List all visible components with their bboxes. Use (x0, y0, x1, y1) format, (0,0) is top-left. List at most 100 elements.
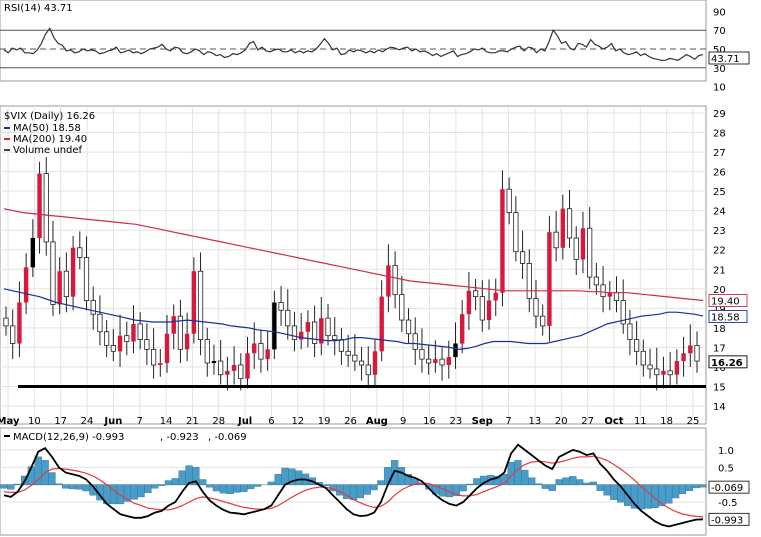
candle-body (124, 335, 130, 342)
price-x-tick-label: 26 (344, 416, 357, 427)
macd-panel: 1.00.50.0-0.5 MACD(12,26,9) -0.993, -0.9… (0, 427, 750, 536)
price-x-tick-label: 27 (581, 416, 594, 427)
macd-histogram-bar (541, 484, 550, 489)
candle-body (164, 333, 170, 364)
candle-body (265, 349, 270, 360)
price-x-tick-label: 28 (212, 416, 225, 427)
macd-histogram-bar (555, 479, 563, 485)
macd-histogram-bar (144, 484, 152, 493)
rsi-title: RSI(14) 43.71 (4, 3, 73, 14)
candle-body (184, 333, 190, 350)
price-x-tick-label: Jul (237, 416, 252, 427)
candle-body (177, 315, 184, 350)
candle-body (681, 353, 686, 362)
candle-body (144, 339, 150, 350)
macd-y-tick-label: 0.5 (718, 463, 734, 474)
candle-body (540, 315, 546, 327)
macd-histogram-bar (164, 480, 173, 485)
candle-body (688, 345, 693, 354)
macd-histogram-bar (678, 484, 687, 494)
price-y-axis: 29 28 27 26 25 24 23 22 21 20 19 18 17 16 15 14 (713, 109, 726, 413)
candle-body (3, 317, 9, 327)
candle-body (399, 294, 405, 321)
candle-body (526, 263, 532, 299)
candle-body (661, 370, 666, 375)
candle-body (547, 232, 552, 326)
candle-body (358, 360, 365, 366)
macd-histogram-bar (82, 484, 90, 492)
candle-body (365, 364, 371, 376)
price-y-tick-label: 26 (713, 168, 726, 179)
price-legend-label: MA(50) 18.58 (13, 123, 81, 134)
macd-histogram-bar (7, 484, 15, 490)
macd-histogram-bar (62, 484, 70, 489)
macd-frame (0, 427, 707, 536)
candle-body (325, 317, 331, 337)
macd-histogram-bar (137, 484, 145, 498)
rsi-last-value-label: 43.71 (711, 54, 740, 65)
candle-body (225, 370, 230, 375)
candle-body (473, 290, 479, 298)
price-x-tick-label: 14 (160, 416, 173, 427)
macd-histogram-bar (253, 484, 262, 487)
candle-body (506, 188, 512, 214)
candle-body (37, 173, 42, 239)
price-value-box (708, 310, 748, 323)
macd-histogram-bar (473, 478, 481, 485)
candle-body (587, 227, 593, 278)
macd-histogram-bar (692, 484, 700, 489)
price-frame (0, 105, 707, 425)
macd-histogram-bar (459, 484, 467, 492)
candle-body (372, 351, 378, 375)
macd-histogram-bar (34, 456, 42, 485)
price-x-tick-label: 10 (28, 416, 41, 427)
macd-histogram-bar (582, 482, 591, 485)
candle-body (600, 284, 606, 298)
candle-body (627, 323, 633, 340)
candle-body (23, 267, 29, 303)
macd-histogram-bar (178, 470, 186, 485)
price-legend-label: Volume undef (13, 145, 83, 156)
price-value-label: 18.58 (711, 313, 740, 324)
candle-body (77, 247, 83, 258)
macd-y-tick-label: -0.5 (718, 498, 738, 509)
candle-body (245, 353, 250, 379)
price-y-tick-label: 19 (713, 304, 726, 315)
candle-body (150, 348, 157, 366)
macd-y-tick-label: 1.0 (718, 446, 734, 457)
rsi-y-tick-label: 50 (713, 45, 726, 56)
macd-histogram-bar (247, 484, 255, 490)
price-x-tick-label: 12 (291, 416, 304, 427)
candle-body (63, 270, 69, 298)
macd-histogram-bar (116, 484, 125, 505)
candle-body (613, 292, 620, 301)
price-x-tick-label: 20 (555, 416, 568, 427)
candle-body (70, 247, 76, 297)
macd-histogram-bar (48, 472, 56, 485)
price-y-tick-label: 28 (713, 129, 726, 140)
macd-value-box (708, 480, 750, 494)
candle-body (272, 302, 277, 350)
price-x-tick-label: 23 (450, 416, 463, 427)
candle-body (419, 348, 425, 360)
price-value-box (708, 294, 748, 307)
candle-body (238, 364, 244, 380)
candle-body (17, 302, 22, 344)
macd-histogram-bar (75, 484, 84, 490)
macd-histogram-bar (68, 484, 77, 490)
macd-histogram-bar (336, 484, 344, 496)
candle-body (211, 361, 217, 364)
price-y-tick-label: 24 (713, 207, 726, 218)
candle-body (278, 302, 284, 311)
candle-body (338, 339, 345, 352)
price-x-tick-label: Sep (472, 416, 493, 427)
price-y-tick-label: 14 (713, 402, 726, 413)
price-x-tick-label: 16 (423, 416, 436, 427)
macd-histogram-bar (14, 483, 22, 485)
macd-histogram-bar (281, 467, 289, 485)
price-y-tick-label: 15 (713, 382, 726, 393)
candle-body (560, 208, 566, 248)
macd-histogram-bar (274, 474, 282, 485)
price-value-box (708, 355, 748, 369)
candle-body (392, 264, 398, 296)
